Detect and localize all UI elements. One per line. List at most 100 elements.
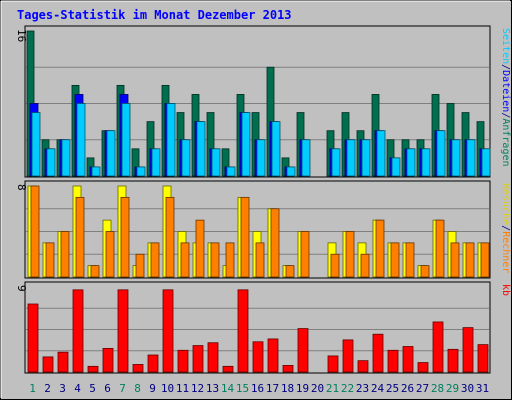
bar-rechner-day-6 bbox=[105, 231, 115, 278]
x-axis-labels: 1 2 3 4 5 6 7 8 9 10 11 12 13 14 15 16 17 18 19 20 21 22 23 24 2… bbox=[29, 382, 489, 395]
x-tick-label: 22 bbox=[341, 382, 354, 395]
bar-kb-day-22 bbox=[342, 339, 354, 373]
bar-rechner-day-2 bbox=[45, 242, 55, 278]
bar-kb-day-15 bbox=[237, 289, 249, 373]
bar-rechner-day-5 bbox=[90, 265, 100, 278]
x-tick-label: 27 bbox=[416, 382, 429, 395]
bar-seiten-day-1 bbox=[31, 112, 41, 177]
bar-kb-day-3 bbox=[57, 351, 69, 373]
legend-part: Anfragen bbox=[500, 118, 511, 166]
bar-rechner-day-24 bbox=[375, 219, 385, 278]
bar-kb-day-21 bbox=[327, 355, 339, 373]
bar-seiten-day-7 bbox=[121, 103, 131, 177]
bar-kb-day-6 bbox=[102, 347, 114, 373]
bar-rechner-day-16 bbox=[255, 242, 265, 278]
panel-legend-top: Seiten/Dateien/Anfragen bbox=[500, 28, 511, 167]
bar-seiten-day-17 bbox=[271, 121, 281, 177]
bar-seiten-day-12 bbox=[196, 121, 206, 177]
panel-top: 16 Seiten/Dateien/Anfragen bbox=[15, 25, 511, 178]
bar-rechner-day-18 bbox=[285, 265, 295, 278]
bar-rechner-day-15 bbox=[240, 196, 250, 278]
bar-kb-day-30 bbox=[462, 327, 474, 373]
legend-part: / bbox=[500, 64, 511, 70]
bar-rechner-day-19 bbox=[300, 231, 310, 278]
bar-kb-day-26 bbox=[402, 346, 414, 373]
bar-rechner-day-4 bbox=[75, 196, 85, 278]
x-tick-label: 23 bbox=[356, 382, 369, 395]
x-tick-label: 10 bbox=[161, 382, 174, 395]
legend-part: Rechner bbox=[500, 231, 511, 273]
x-tick-label: 20 bbox=[311, 382, 324, 395]
bar-rechner-day-10 bbox=[165, 196, 175, 278]
x-tick-label: 5 bbox=[89, 382, 96, 395]
bar-rechner-day-23 bbox=[360, 253, 370, 278]
bar-seiten-day-14 bbox=[226, 166, 236, 177]
bar-seiten-day-22 bbox=[346, 139, 356, 177]
bar-rechner-day-9 bbox=[150, 242, 160, 278]
x-tick-label: 14 bbox=[221, 382, 235, 395]
x-tick-label: 9 bbox=[149, 382, 156, 395]
bar-kb-day-31 bbox=[477, 344, 489, 373]
legend-part: / bbox=[500, 112, 511, 118]
bar-seiten-day-30 bbox=[466, 139, 476, 177]
bar-rechner-day-25 bbox=[390, 242, 400, 278]
bar-rechner-day-13 bbox=[210, 242, 220, 278]
bar-kb-day-10 bbox=[162, 289, 174, 373]
panel-bottom: 9 kb bbox=[15, 281, 511, 374]
bar-seiten-day-27 bbox=[421, 148, 431, 177]
x-tick-label: 6 bbox=[104, 382, 111, 395]
bar-seiten-day-11 bbox=[181, 139, 191, 177]
x-tick-label: 3 bbox=[59, 382, 66, 395]
bar-seiten-day-10 bbox=[166, 103, 176, 177]
bar-kb-day-16 bbox=[252, 341, 264, 373]
bar-seiten-day-21 bbox=[331, 148, 341, 177]
legend-part: Dateien bbox=[500, 70, 511, 112]
legend-part: kb bbox=[500, 284, 511, 296]
bar-kb-day-14 bbox=[222, 365, 234, 373]
y-max-label: 8 bbox=[15, 184, 28, 191]
bar-rechner-day-8 bbox=[135, 253, 145, 278]
bar-seiten-day-26 bbox=[406, 148, 416, 177]
panel-middle: 8 Besuche/Rechner bbox=[15, 180, 511, 279]
x-tick-label: 15 bbox=[236, 382, 249, 395]
legend-part: / bbox=[500, 225, 511, 231]
x-tick-label: 16 bbox=[251, 382, 264, 395]
bar-seiten-day-3 bbox=[61, 139, 71, 177]
bar-kb-day-17 bbox=[267, 338, 279, 373]
bar-seiten-day-23 bbox=[361, 139, 371, 177]
x-tick-label: 13 bbox=[206, 382, 219, 395]
bar-kb-day-12 bbox=[192, 345, 204, 373]
x-tick-label: 17 bbox=[266, 382, 279, 395]
panel-legend-middle: Besuche/Rechner bbox=[500, 183, 511, 273]
x-tick-label: 24 bbox=[371, 382, 385, 395]
bar-kb-day-11 bbox=[177, 349, 189, 373]
bar-rechner-day-29 bbox=[450, 242, 460, 278]
y-max-label: 16 bbox=[15, 29, 28, 42]
bar-rechner-day-7 bbox=[120, 196, 130, 278]
chart-title: Tages-Statistik im Monat Dezember 2013 bbox=[17, 8, 292, 22]
x-tick-label: 19 bbox=[296, 382, 309, 395]
x-tick-label: 25 bbox=[386, 382, 399, 395]
x-tick-label: 21 bbox=[326, 382, 339, 395]
y-max-label: 9 bbox=[15, 285, 28, 292]
legend-part: Seiten bbox=[500, 28, 511, 64]
bar-kb-day-28 bbox=[432, 321, 444, 373]
bar-rechner-day-31 bbox=[480, 242, 490, 278]
bar-kb-day-29 bbox=[447, 348, 459, 373]
bar-kb-day-19 bbox=[297, 328, 309, 373]
x-tick-label: 7 bbox=[119, 382, 126, 395]
bar-rechner-day-12 bbox=[195, 219, 205, 278]
x-tick-label: 18 bbox=[281, 382, 294, 395]
bar-rechner-day-28 bbox=[435, 219, 445, 278]
bar-kb-day-5 bbox=[87, 365, 99, 373]
legend-part: Besuche bbox=[500, 183, 511, 225]
bar-kb-day-2 bbox=[42, 356, 54, 373]
bar-seiten-day-9 bbox=[151, 148, 161, 177]
x-tick-label: 29 bbox=[446, 382, 459, 395]
bar-rechner-day-21 bbox=[330, 253, 340, 278]
bar-rechner-day-1 bbox=[30, 185, 40, 278]
bar-rechner-day-22 bbox=[345, 231, 355, 278]
x-tick-label: 28 bbox=[431, 382, 444, 395]
